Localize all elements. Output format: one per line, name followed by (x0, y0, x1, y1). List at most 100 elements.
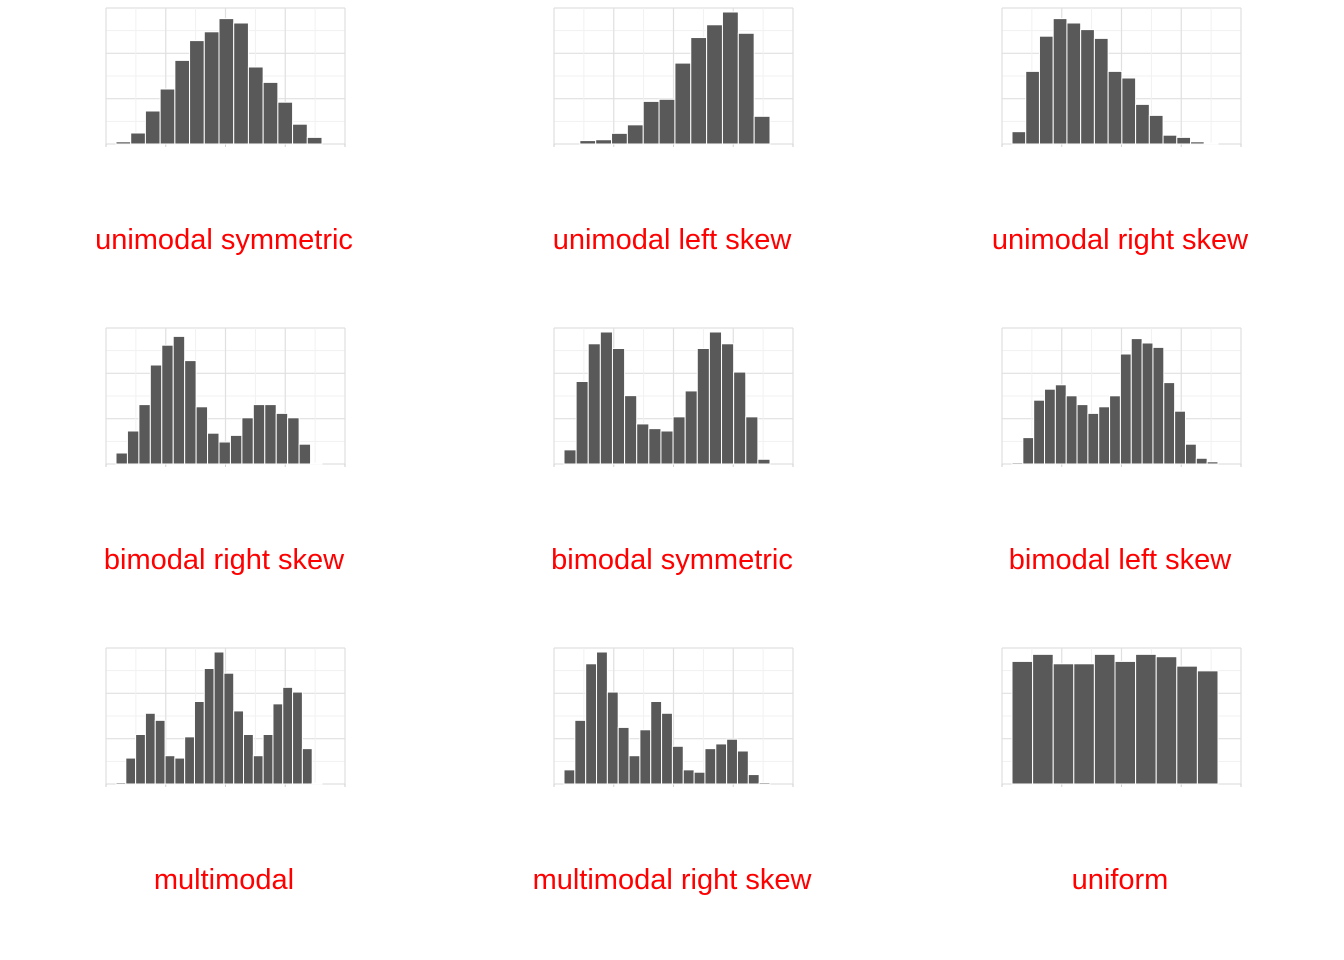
histogram-bar (642, 100, 660, 145)
histogram-bar (1098, 406, 1111, 465)
histogram-bar (1141, 342, 1154, 465)
histogram-bar (617, 726, 630, 785)
histogram-bar (1203, 142, 1219, 145)
histogram-panel: multimodal right skew (448, 640, 896, 960)
histogram-bar (149, 364, 163, 465)
histogram-bar (674, 62, 692, 145)
histogram-bar (1107, 70, 1123, 145)
histogram-bar (595, 139, 613, 145)
histogram-bar (1025, 70, 1040, 145)
histogram-bar (658, 98, 676, 145)
histogram-bar (1162, 134, 1178, 145)
histogram-bar (1135, 103, 1150, 145)
histogram-panel: unimodal symmetric (0, 0, 448, 320)
histogram-bar (115, 452, 128, 465)
histogram-bar (639, 729, 652, 785)
histogram-bar (706, 24, 723, 145)
histogram-bar (650, 701, 663, 785)
histogram-bar (1065, 395, 1078, 465)
histogram-bar (1093, 653, 1116, 785)
panel-caption: bimodal symmetric (551, 544, 793, 576)
histogram-bar (203, 31, 220, 145)
histogram-bar (736, 750, 749, 785)
histogram-bar (721, 11, 739, 145)
histogram-bar (1093, 37, 1109, 145)
histogram-bar (172, 335, 186, 465)
histogram-bar (301, 748, 313, 785)
histogram-bar (1184, 443, 1197, 465)
histogram-bar (1109, 395, 1121, 465)
histogram-bar (1080, 29, 1095, 145)
panel-caption: bimodal right skew (103, 544, 345, 576)
histogram-bar (585, 663, 598, 785)
histogram-bar (174, 59, 191, 145)
histogram-bar (626, 124, 644, 145)
histogram-bar (243, 734, 254, 785)
histogram-panel: unimodal right skew (896, 0, 1344, 320)
histogram-plot (105, 327, 346, 467)
histogram-bar (264, 404, 277, 465)
histogram-bar (306, 136, 323, 145)
histogram-panel: bimodal right skew (0, 320, 448, 640)
histogram-bar (726, 738, 738, 785)
histogram-bar (1022, 437, 1035, 465)
histogram-bar (115, 782, 127, 785)
histogram-bar (174, 757, 186, 785)
histogram-bar (1135, 653, 1157, 785)
histogram-bar (579, 140, 597, 145)
histogram-bar (161, 344, 174, 465)
histogram-bar (252, 404, 266, 465)
histogram-bar (660, 430, 674, 465)
panel-caption: unimodal right skew (991, 224, 1249, 256)
panel-caption: unimodal symmetric (95, 224, 353, 256)
histogram-bar (715, 743, 728, 785)
histogram-bar (1206, 461, 1219, 465)
histogram-bar (745, 416, 759, 465)
histogram-bar (1052, 663, 1075, 785)
histogram-bar (574, 719, 587, 785)
histogram-bar (1038, 35, 1054, 145)
histogram-bar (135, 734, 146, 785)
histogram-bar (599, 331, 613, 465)
histogram-plot (105, 7, 346, 147)
histogram-plot (1001, 327, 1242, 467)
histogram-bar (1195, 457, 1208, 465)
histogram-bar (207, 432, 220, 465)
histogram-plot (1001, 7, 1242, 147)
histogram-bar (1130, 338, 1143, 465)
histogram-bar (184, 360, 197, 465)
histogram-bar (1033, 399, 1046, 465)
histogram-plot (553, 647, 794, 787)
histogram-bar (298, 443, 312, 465)
histogram-bar (1087, 412, 1100, 465)
histogram-bar (693, 771, 706, 785)
histogram-bar (708, 331, 723, 465)
histogram-bar (611, 348, 626, 465)
panel-caption: multimodal right skew (532, 864, 812, 896)
histogram-bar (229, 434, 243, 465)
histogram-bar (721, 343, 735, 465)
histogram-bar (758, 782, 771, 785)
histogram-panel: unimodal left skew (448, 0, 896, 320)
histogram-bar (262, 734, 274, 785)
histogram-bar (233, 710, 245, 785)
histogram-bar (696, 348, 710, 465)
histogram-bar (1163, 382, 1176, 465)
histogram-bar (1066, 22, 1082, 145)
histogram-bar (672, 416, 686, 465)
histogram-bar (690, 37, 708, 145)
histogram-bar (636, 423, 650, 465)
histogram-bar (661, 712, 673, 785)
histogram-bar (1121, 77, 1137, 145)
histogram-bar (1174, 410, 1186, 465)
histogram-bar (159, 88, 176, 145)
histogram-bar (292, 691, 303, 785)
histogram-bar (1119, 353, 1132, 465)
histogram-bar (737, 32, 755, 145)
histogram-bar (287, 417, 300, 465)
histogram-bar (757, 458, 771, 465)
histogram-bar (1190, 141, 1205, 145)
histogram-bar (1155, 656, 1178, 785)
histogram-plot (553, 327, 794, 467)
histogram-bar (1044, 388, 1056, 465)
